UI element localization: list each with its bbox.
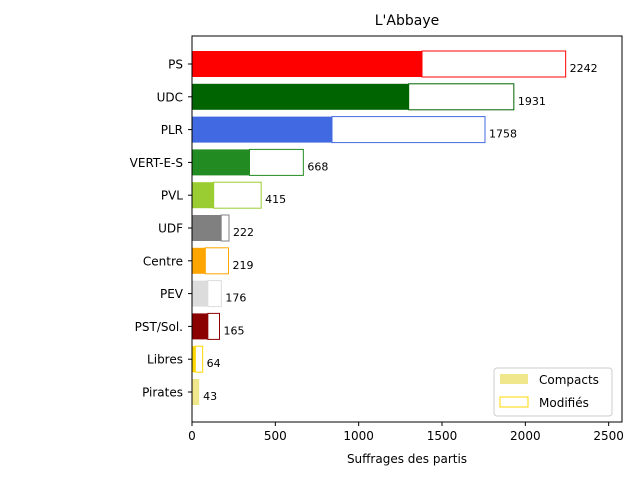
x-tick-label-1000: 1000	[343, 429, 374, 443]
bar-compacts-vert-e-s	[192, 149, 250, 176]
x-axis-ticks: 0 500 1000 1500 2000 2500	[188, 422, 624, 443]
y-tick-label-ps: PS	[168, 58, 183, 72]
bar-modifies-udc	[408, 83, 515, 111]
legend-label-modifies: Modifiés	[539, 396, 589, 410]
bar-compacts-udc	[192, 83, 409, 110]
y-tick-label-pvl: PVL	[161, 189, 183, 203]
bar-compacts-pvl	[192, 182, 214, 209]
bar-modifies-pst-sol	[207, 312, 220, 340]
bar-compacts-pst-sol	[192, 313, 208, 340]
value-label-plr: 1758	[489, 128, 517, 141]
y-tick-label-vert-e-s: VERT-E-S	[130, 156, 183, 170]
bar-compacts-plr	[192, 116, 332, 143]
value-label-pvl: 415	[265, 193, 286, 206]
value-label-pirates: 43	[203, 390, 217, 403]
x-tick-label-2000: 2000	[510, 429, 541, 443]
bar-compacts-centre	[192, 247, 206, 274]
bar-modifies-pev	[207, 280, 222, 308]
y-tick-label-udc: UDC	[157, 90, 183, 104]
legend: Compacts Modifiés	[493, 367, 613, 417]
bar-modifies-centre	[204, 247, 229, 275]
legend-swatch-compacts	[500, 374, 528, 384]
bar-compacts-udf	[192, 215, 222, 241]
bar-modifies-plr	[331, 116, 486, 144]
bar-compacts-pev	[192, 280, 208, 307]
value-label-pst-sol: 165	[224, 324, 245, 337]
plot-frame	[191, 35, 623, 423]
y-tick-label-plr: PLR	[161, 123, 183, 137]
y-tick-label-udf: UDF	[158, 222, 183, 236]
bar-compacts-libres	[192, 346, 196, 373]
bar-modifies-vert-e-s	[249, 148, 304, 176]
chart-title: L'Abbaye	[375, 13, 439, 29]
value-label-libres: 64	[207, 357, 221, 370]
y-tick-label-pirates: Pirates	[142, 386, 183, 400]
value-label-vert-e-s: 668	[307, 160, 328, 173]
x-tick-label-0: 0	[188, 429, 196, 443]
y-tick-label-pev: PEV	[160, 287, 184, 301]
value-labels-layer: 2242 1931 1758 668 415 222 219 176 165 64 43	[203, 62, 598, 403]
x-tick-label-500: 500	[264, 429, 287, 443]
y-tick-label-libres: Libres	[147, 353, 183, 367]
bar-modifies-pvl	[213, 181, 262, 209]
x-axis-label: Suffrages des partis	[347, 452, 467, 466]
legend-swatch-modifies	[499, 396, 529, 408]
bar-modifies-udf	[220, 214, 230, 242]
legend-label-compacts: Compacts	[539, 373, 599, 387]
y-axis-ticks: PS UDC PLR VERT-E-S PVL UDF Centre PEV PST/Sol. L…	[130, 58, 192, 400]
bar-compacts-ps	[192, 51, 422, 77]
bars-layer	[192, 50, 567, 405]
value-label-centre: 219	[233, 259, 254, 272]
bar-compacts-pirates	[192, 379, 200, 405]
value-label-udc: 1931	[518, 95, 546, 108]
y-tick-label-centre: Centre	[143, 254, 183, 268]
bar-modifies-libres	[194, 345, 204, 373]
bar-modifies-ps	[421, 50, 567, 78]
value-label-udf: 222	[233, 226, 254, 239]
value-label-pev: 176	[225, 292, 246, 305]
y-tick-label-pst-sol: PST/Sol.	[135, 320, 183, 334]
x-tick-label-1500: 1500	[427, 429, 458, 443]
x-tick-label-2500: 2500	[593, 429, 624, 443]
value-label-ps: 2242	[570, 62, 598, 75]
